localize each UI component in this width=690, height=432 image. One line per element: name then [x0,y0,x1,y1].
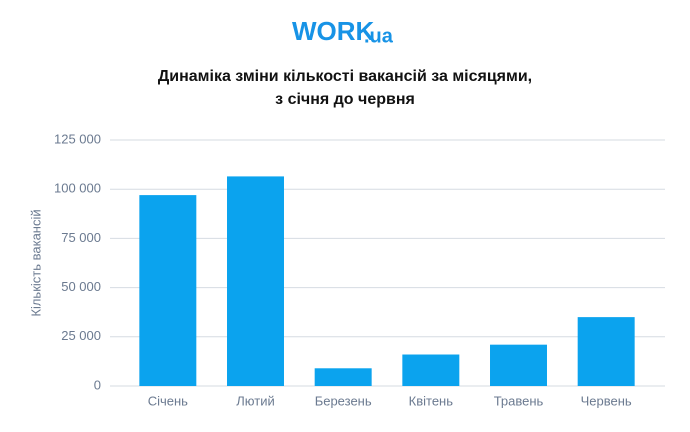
chart-title: з січня до червня [275,91,415,108]
y-tick-label: 125 000 [54,131,101,146]
x-tick-label: Травень [494,393,544,408]
x-tick-label: Січень [148,393,188,408]
y-tick-label: 75 000 [61,230,101,245]
bar [490,344,547,386]
y-tick-label: 25 000 [61,328,101,343]
chart-title: Динаміка зміни кількості вакансій за міс… [158,68,532,85]
y-tick-label: 0 [94,377,101,392]
x-tick-label: Квітень [409,393,454,408]
bar [227,176,284,386]
bar [139,195,197,386]
x-tick-label: Березень [315,393,372,408]
x-tick-label: Лютий [236,393,274,408]
logo-name: WORK [292,16,375,46]
y-axis-label: Кількість вакансій [28,209,43,316]
y-tick-label: 100 000 [54,181,101,196]
bar [314,368,372,386]
x-tick-label: Червень [581,393,632,408]
logo-domain: .ua [364,25,394,47]
y-tick-label: 50 000 [61,279,101,294]
bar [402,354,460,386]
bar [577,317,635,386]
